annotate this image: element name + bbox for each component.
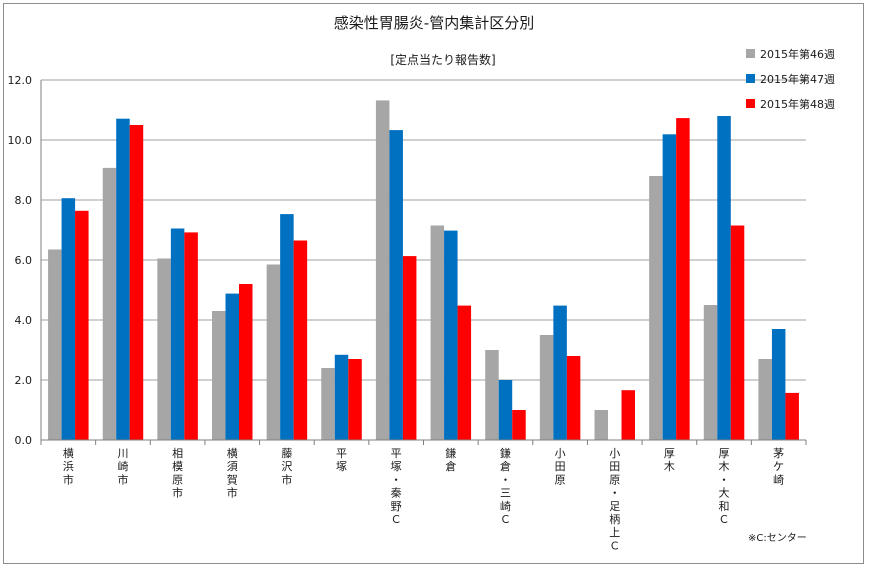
legend-label: 2015年第48週	[760, 97, 835, 111]
bar	[539, 335, 554, 440]
bar	[649, 176, 663, 440]
bar	[594, 410, 608, 440]
legend: 2015年第46週 2015年第47週 2015年第48週	[746, 47, 835, 111]
bar	[676, 118, 690, 440]
x-category-label: 横須賀市	[227, 446, 238, 500]
x-category-label: 厚木	[664, 447, 675, 473]
bar	[375, 100, 390, 441]
bar	[457, 305, 472, 440]
x-category-label: 小田原	[555, 447, 566, 486]
bar	[430, 225, 445, 440]
x-category-label: 茅ケ崎	[773, 447, 784, 486]
y-tick-label: 4.0	[15, 314, 33, 327]
bar	[116, 118, 130, 440]
bar	[102, 167, 117, 440]
bar	[61, 198, 76, 440]
bar	[662, 134, 677, 441]
bar	[785, 392, 799, 440]
bar	[280, 214, 294, 440]
bar	[758, 359, 772, 440]
bar	[730, 225, 745, 440]
y-tick-label: 8.0	[15, 194, 33, 207]
bar	[566, 356, 581, 440]
bar	[512, 410, 526, 440]
x-category-label: 平塚	[336, 447, 347, 473]
x-category-label: 平塚・秦野Ｃ	[391, 447, 402, 526]
bar	[717, 116, 731, 440]
bar	[621, 390, 635, 440]
x-category-label: 藤沢市	[281, 447, 292, 486]
bar	[703, 305, 718, 440]
y-tick-label: 2.0	[15, 374, 33, 387]
bar	[266, 264, 281, 440]
x-category-label: 小田原・足柄上Ｃ	[609, 447, 620, 552]
bar	[389, 130, 403, 440]
bar	[334, 354, 349, 440]
legend-swatch	[746, 74, 755, 83]
bar	[212, 311, 226, 440]
footnote: ※C:センター	[748, 532, 807, 544]
gridlines	[41, 79, 806, 381]
x-category-label: 川崎市	[117, 447, 128, 486]
y-tick-label: 12.0	[8, 74, 33, 87]
chart-title: 感染性胃腸炎-管内集計区分別	[334, 14, 534, 32]
bar	[75, 210, 89, 440]
x-category-label: 鎌倉	[445, 446, 456, 473]
bar	[293, 240, 308, 440]
bars	[48, 100, 799, 441]
bar	[170, 228, 185, 440]
bar	[157, 258, 171, 440]
bar	[129, 125, 144, 440]
x-category-label: 厚木・大和Ｃ	[719, 447, 730, 526]
bar	[498, 380, 513, 440]
y-tick-label: 10.0	[8, 134, 33, 147]
bar	[184, 232, 198, 440]
axes: 0.0 2.0 4.0 6.0 8.0 10.0 12.0 横浜市 川崎市 相模原市 横須賀市 藤沢市…	[8, 74, 807, 552]
bar	[402, 256, 417, 440]
bar	[771, 329, 786, 440]
bar	[48, 249, 62, 440]
bar	[321, 368, 335, 440]
legend-swatch	[746, 49, 755, 58]
bar	[225, 293, 239, 440]
bar	[485, 350, 499, 440]
legend-label: 2015年第47週	[760, 72, 835, 86]
bar	[444, 230, 458, 440]
bar	[553, 305, 567, 440]
x-category-label: 相模原市	[172, 447, 183, 500]
y-tick-label: 0.0	[15, 434, 33, 447]
bar	[239, 284, 253, 440]
y-tick-label: 6.0	[15, 254, 33, 267]
x-category-label: 鎌倉・三崎Ｃ	[500, 446, 511, 526]
bar	[348, 359, 362, 440]
chart-subtitle: [定点当たり報告数]	[390, 52, 495, 67]
legend-swatch	[746, 99, 755, 108]
x-category-label: 横浜市	[63, 446, 74, 486]
legend-label: 2015年第46週	[760, 47, 835, 61]
